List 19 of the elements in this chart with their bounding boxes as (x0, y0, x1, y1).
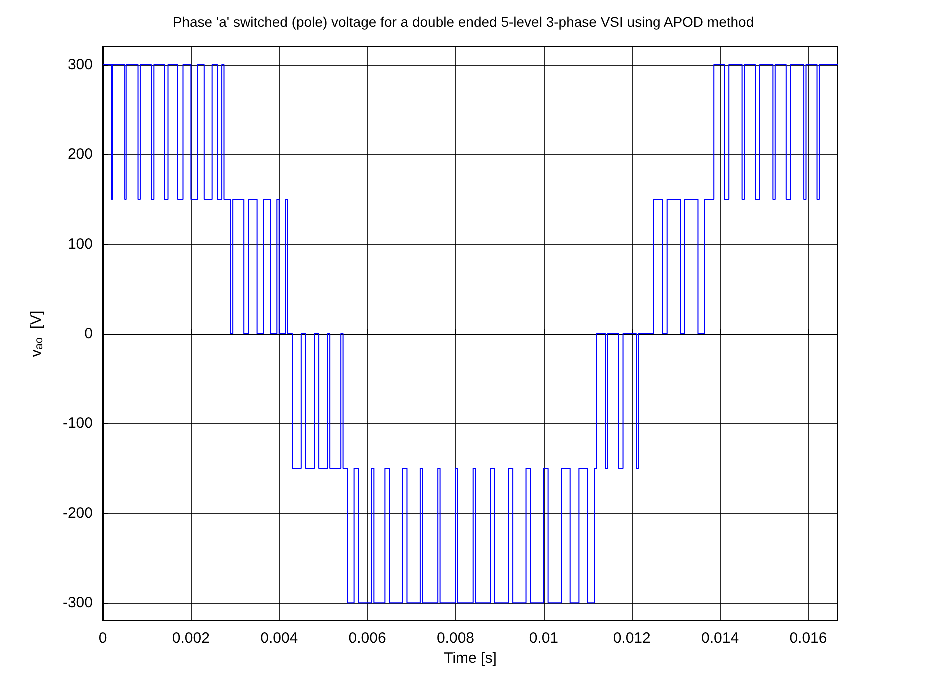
x-tick-label: 0.01 (529, 630, 559, 647)
y-tick-label: -300 (62, 594, 93, 612)
chart-title: Phase 'a' switched (pole) voltage for a double ended 5-level 3-phase VSI using APOD method (172, 14, 754, 30)
y-tick-label: 200 (68, 146, 93, 164)
y-tick-label: -100 (62, 415, 93, 432)
x-tick-label: 0.014 (702, 630, 740, 647)
x-tick-label: 0.012 (613, 630, 651, 647)
y-axis-title: vao [V] (28, 310, 46, 358)
x-tick-label: 0 (98, 630, 108, 647)
y-tick-label: 0 (84, 326, 93, 342)
x-axis-title: Time [s] (444, 650, 497, 667)
x-tick-label: 0.008 (436, 630, 475, 647)
y-tick-label: -200 (62, 504, 93, 522)
x-tick-label: 0.006 (348, 630, 386, 647)
x-tick-label: 0.004 (260, 630, 298, 647)
x-tick-label: 0.002 (172, 630, 210, 647)
x-tick-label: 0.016 (790, 630, 828, 647)
y-tick-label: 300 (68, 56, 93, 74)
y-tick-label: 100 (68, 236, 93, 253)
